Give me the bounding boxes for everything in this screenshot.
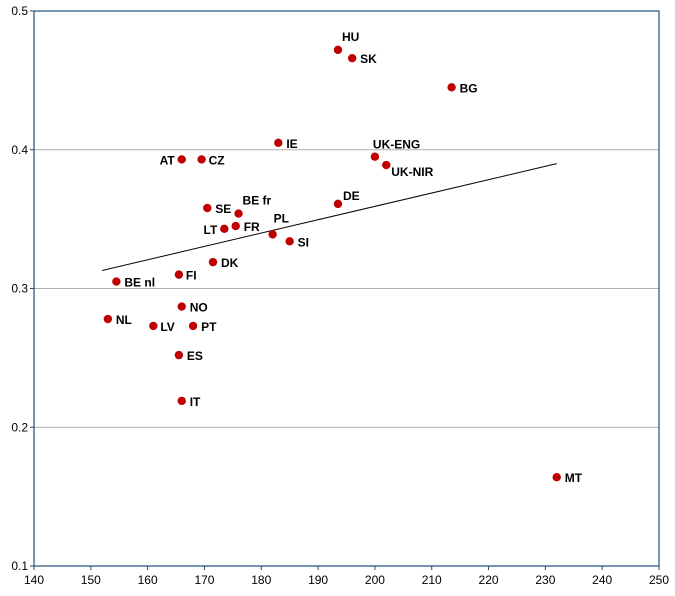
point-label-lv: LV bbox=[160, 320, 174, 334]
point-label-es: ES bbox=[187, 349, 203, 363]
point-label-de: DE bbox=[343, 189, 360, 203]
data-point-no bbox=[177, 302, 186, 311]
point-label-pl: PL bbox=[274, 211, 289, 225]
data-point-bg bbox=[447, 83, 456, 92]
point-label-fr: FR bbox=[244, 220, 260, 234]
data-point-nl bbox=[103, 314, 113, 324]
point-label-it: IT bbox=[190, 395, 201, 409]
point-label-bg: BG bbox=[460, 81, 478, 95]
x-tick-labels: 140 150 160 170 180 190 200 210 220 230 240 250 bbox=[24, 573, 669, 587]
point-label-at: AT bbox=[160, 153, 176, 167]
point-label-cz: CZ bbox=[209, 153, 225, 167]
point-label-no: NO bbox=[190, 301, 208, 315]
point-label-si: SI bbox=[298, 235, 309, 249]
x-tick-label: 180 bbox=[251, 573, 271, 587]
data-point-uk-nir bbox=[382, 160, 391, 170]
data-point-ie bbox=[274, 138, 283, 148]
point-label-se: SE bbox=[215, 202, 231, 216]
data-point-de bbox=[333, 199, 343, 209]
data-point-at bbox=[177, 155, 186, 164]
data-point-be-nl bbox=[112, 277, 121, 286]
data-point-it bbox=[177, 396, 186, 406]
x-tick-label: 220 bbox=[479, 573, 499, 587]
data-point-cz bbox=[197, 155, 206, 164]
x-tick-label: 240 bbox=[592, 573, 612, 587]
plot-frame bbox=[33, 10, 660, 567]
data-point-si bbox=[285, 237, 294, 246]
data-point-be-fr bbox=[234, 209, 243, 218]
point-label-ie: IE bbox=[286, 137, 297, 151]
data-point-dk bbox=[208, 257, 218, 267]
point-label-uk-nir: UK-NIR bbox=[391, 165, 433, 179]
y-tick-label: 0.2 bbox=[11, 420, 28, 434]
x-tick-label: 160 bbox=[138, 573, 158, 587]
axes bbox=[30, 10, 660, 570]
data-point-se bbox=[203, 203, 212, 213]
data-point-mt bbox=[552, 473, 561, 482]
data-point-fi bbox=[174, 270, 184, 279]
data-points bbox=[103, 45, 561, 482]
x-tick-label: 200 bbox=[365, 573, 385, 587]
y-tick-label: 0.1 bbox=[11, 559, 28, 573]
trendline-group bbox=[102, 163, 557, 271]
data-point-lv bbox=[149, 321, 158, 331]
x-tick-label: 140 bbox=[24, 573, 44, 587]
x-tick-label: 250 bbox=[649, 573, 669, 587]
point-label-pt: PT bbox=[201, 320, 217, 334]
trendline bbox=[102, 163, 557, 271]
data-point-sk bbox=[347, 53, 357, 63]
point-label-uk-eng: UK-ENG bbox=[373, 138, 420, 152]
point-label-fi: FI bbox=[186, 269, 197, 283]
point-label-be-fr: BE fr bbox=[243, 194, 272, 208]
data-point-pt bbox=[188, 321, 198, 331]
y-tick-label: 0.5 bbox=[11, 4, 28, 18]
y-tick-labels: 0.1 0.2 0.3 0.4 0.5 bbox=[11, 4, 28, 573]
y-tick-label: 0.3 bbox=[11, 282, 28, 296]
point-label-mt: MT bbox=[565, 471, 583, 485]
point-label-be-nl: BE nl bbox=[124, 276, 155, 290]
gridlines bbox=[34, 149, 659, 428]
data-point-lt bbox=[220, 224, 229, 234]
point-label-sk: SK bbox=[360, 52, 377, 66]
x-tick-label: 230 bbox=[535, 573, 555, 587]
point-label-lt: LT bbox=[204, 223, 218, 237]
x-tick-label: 150 bbox=[81, 573, 101, 587]
point-label-dk: DK bbox=[221, 256, 239, 270]
data-point-pl bbox=[268, 230, 277, 239]
data-point-uk-eng bbox=[370, 152, 380, 161]
data-point-es bbox=[174, 350, 184, 360]
y-tick-label: 0.4 bbox=[11, 143, 28, 157]
data-point-hu bbox=[333, 45, 343, 55]
data-point-fr bbox=[231, 221, 240, 231]
point-label-hu: HU bbox=[342, 30, 359, 44]
point-label-nl: NL bbox=[116, 313, 132, 327]
x-tick-label: 190 bbox=[308, 573, 328, 587]
x-tick-label: 210 bbox=[422, 573, 442, 587]
x-tick-label: 170 bbox=[194, 573, 214, 587]
